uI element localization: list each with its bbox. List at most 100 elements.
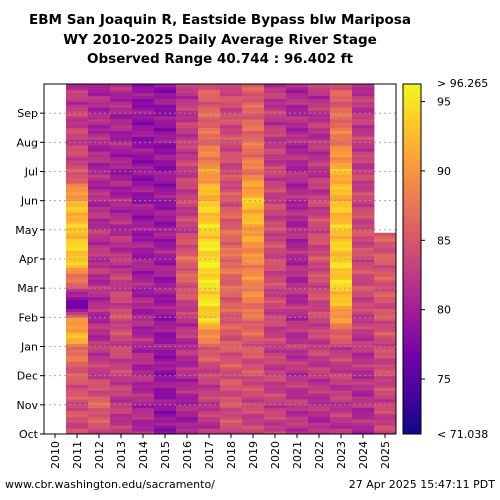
heatmap-cell bbox=[242, 267, 265, 272]
heatmap-cell bbox=[154, 98, 177, 102]
heatmap-cell bbox=[330, 291, 353, 295]
heatmap-cell bbox=[132, 416, 155, 420]
heatmap-cell bbox=[176, 165, 199, 169]
heatmap-cell bbox=[264, 320, 287, 324]
heatmap-cell bbox=[176, 104, 199, 108]
heatmap-cell bbox=[308, 404, 331, 409]
heatmap-cell bbox=[198, 329, 221, 333]
heatmap-cell bbox=[374, 276, 397, 280]
heatmap-cell bbox=[198, 241, 221, 245]
heatmap-cell bbox=[308, 425, 331, 429]
heatmap-cell bbox=[198, 294, 221, 298]
heatmap-cell bbox=[176, 194, 199, 199]
heatmap-cell bbox=[110, 101, 133, 105]
heatmap-cell bbox=[154, 294, 177, 298]
heatmap-cell bbox=[220, 349, 243, 353]
heatmap-cell bbox=[242, 110, 265, 114]
heatmap-cell bbox=[132, 378, 155, 382]
heatmap-cell bbox=[352, 229, 375, 234]
heatmap-cell bbox=[220, 375, 243, 379]
heatmap-cell bbox=[286, 343, 309, 347]
heatmap-cell bbox=[242, 124, 265, 129]
heatmap-cell bbox=[286, 151, 309, 155]
heatmap-cell bbox=[154, 215, 177, 219]
heatmap-cell bbox=[66, 241, 89, 245]
heatmap-cell bbox=[154, 133, 177, 137]
heatmap-cell bbox=[242, 119, 265, 123]
heatmap-cell bbox=[198, 390, 221, 394]
heatmap-cell bbox=[286, 159, 309, 164]
heatmap-cell bbox=[110, 393, 133, 397]
heatmap-cell bbox=[66, 116, 89, 120]
heatmap-cell bbox=[242, 136, 265, 140]
heatmap-cell bbox=[176, 86, 199, 91]
heatmap-cell bbox=[242, 133, 265, 137]
heatmap-cell bbox=[88, 393, 111, 397]
heatmap-cell bbox=[352, 197, 375, 202]
heatmap-cell bbox=[330, 142, 353, 146]
heatmap-cell bbox=[264, 355, 287, 359]
heatmap-cell bbox=[154, 119, 177, 123]
x-tick-label: 2016 bbox=[181, 441, 194, 469]
heatmap-cell bbox=[154, 180, 177, 184]
heatmap-cell bbox=[176, 130, 199, 134]
heatmap-cell bbox=[352, 177, 375, 181]
heatmap-cell bbox=[88, 186, 111, 190]
heatmap-cell bbox=[374, 320, 397, 324]
heatmap-cell bbox=[66, 104, 89, 108]
heatmap-cell bbox=[110, 250, 133, 254]
heatmap-cell bbox=[330, 428, 353, 432]
heatmap-cell bbox=[308, 428, 331, 432]
heatmap-cell bbox=[198, 104, 221, 108]
heatmap-cell bbox=[330, 136, 353, 140]
heatmap-cell bbox=[176, 212, 199, 216]
heatmap-cell bbox=[154, 127, 177, 132]
heatmap-cell bbox=[132, 133, 155, 137]
heatmap-cell bbox=[242, 130, 265, 134]
heatmap-cell bbox=[88, 340, 111, 344]
heatmap-cell bbox=[66, 159, 89, 164]
heatmap-cell bbox=[352, 148, 375, 152]
heatmap-cell bbox=[176, 364, 199, 368]
heatmap-cell bbox=[198, 84, 221, 88]
heatmap-cell bbox=[286, 110, 309, 114]
heatmap-cell bbox=[132, 346, 155, 350]
heatmap-cell bbox=[176, 390, 199, 394]
source-url[interactable]: www.cbr.washington.edu/sacramento/ bbox=[5, 478, 215, 491]
heatmap-cell bbox=[352, 180, 375, 184]
heatmap-cell bbox=[132, 124, 155, 129]
heatmap-cell bbox=[66, 381, 89, 385]
heatmap-cell bbox=[286, 148, 309, 152]
heatmap-cell bbox=[176, 116, 199, 120]
heatmap-cell bbox=[286, 98, 309, 102]
heatmap-cell bbox=[110, 361, 133, 365]
heatmap-cell bbox=[132, 162, 155, 167]
heatmap-cell bbox=[132, 139, 155, 143]
heatmap-cell bbox=[88, 136, 111, 140]
heatmap-cell bbox=[110, 364, 133, 368]
heatmap-cell bbox=[198, 399, 221, 403]
heatmap-cell bbox=[286, 384, 309, 388]
heatmap-cell bbox=[176, 174, 199, 178]
heatmap-cell bbox=[308, 139, 331, 143]
x-tick-label: 2022 bbox=[313, 441, 326, 469]
heatmap-cell bbox=[176, 162, 199, 167]
heatmap-cell bbox=[88, 215, 111, 219]
heatmap-cell bbox=[264, 124, 287, 129]
heatmap-cell bbox=[66, 84, 89, 88]
heatmap-cell bbox=[264, 413, 287, 417]
heatmap-cell bbox=[286, 314, 309, 318]
heatmap-cell bbox=[110, 282, 133, 286]
heatmap-cell bbox=[66, 425, 89, 429]
x-tick-label: 2024 bbox=[357, 441, 370, 469]
heatmap-cell bbox=[154, 288, 177, 292]
heatmap-cell bbox=[374, 329, 397, 333]
heatmap-cell bbox=[264, 229, 287, 234]
heatmap-cell bbox=[154, 86, 177, 91]
heatmap-cell bbox=[66, 358, 89, 362]
heatmap-cell bbox=[220, 261, 243, 266]
heatmap-cell bbox=[242, 413, 265, 417]
heatmap-cell bbox=[154, 264, 177, 269]
heatmap-cell bbox=[220, 381, 243, 385]
y-tick-label: May bbox=[15, 224, 38, 237]
